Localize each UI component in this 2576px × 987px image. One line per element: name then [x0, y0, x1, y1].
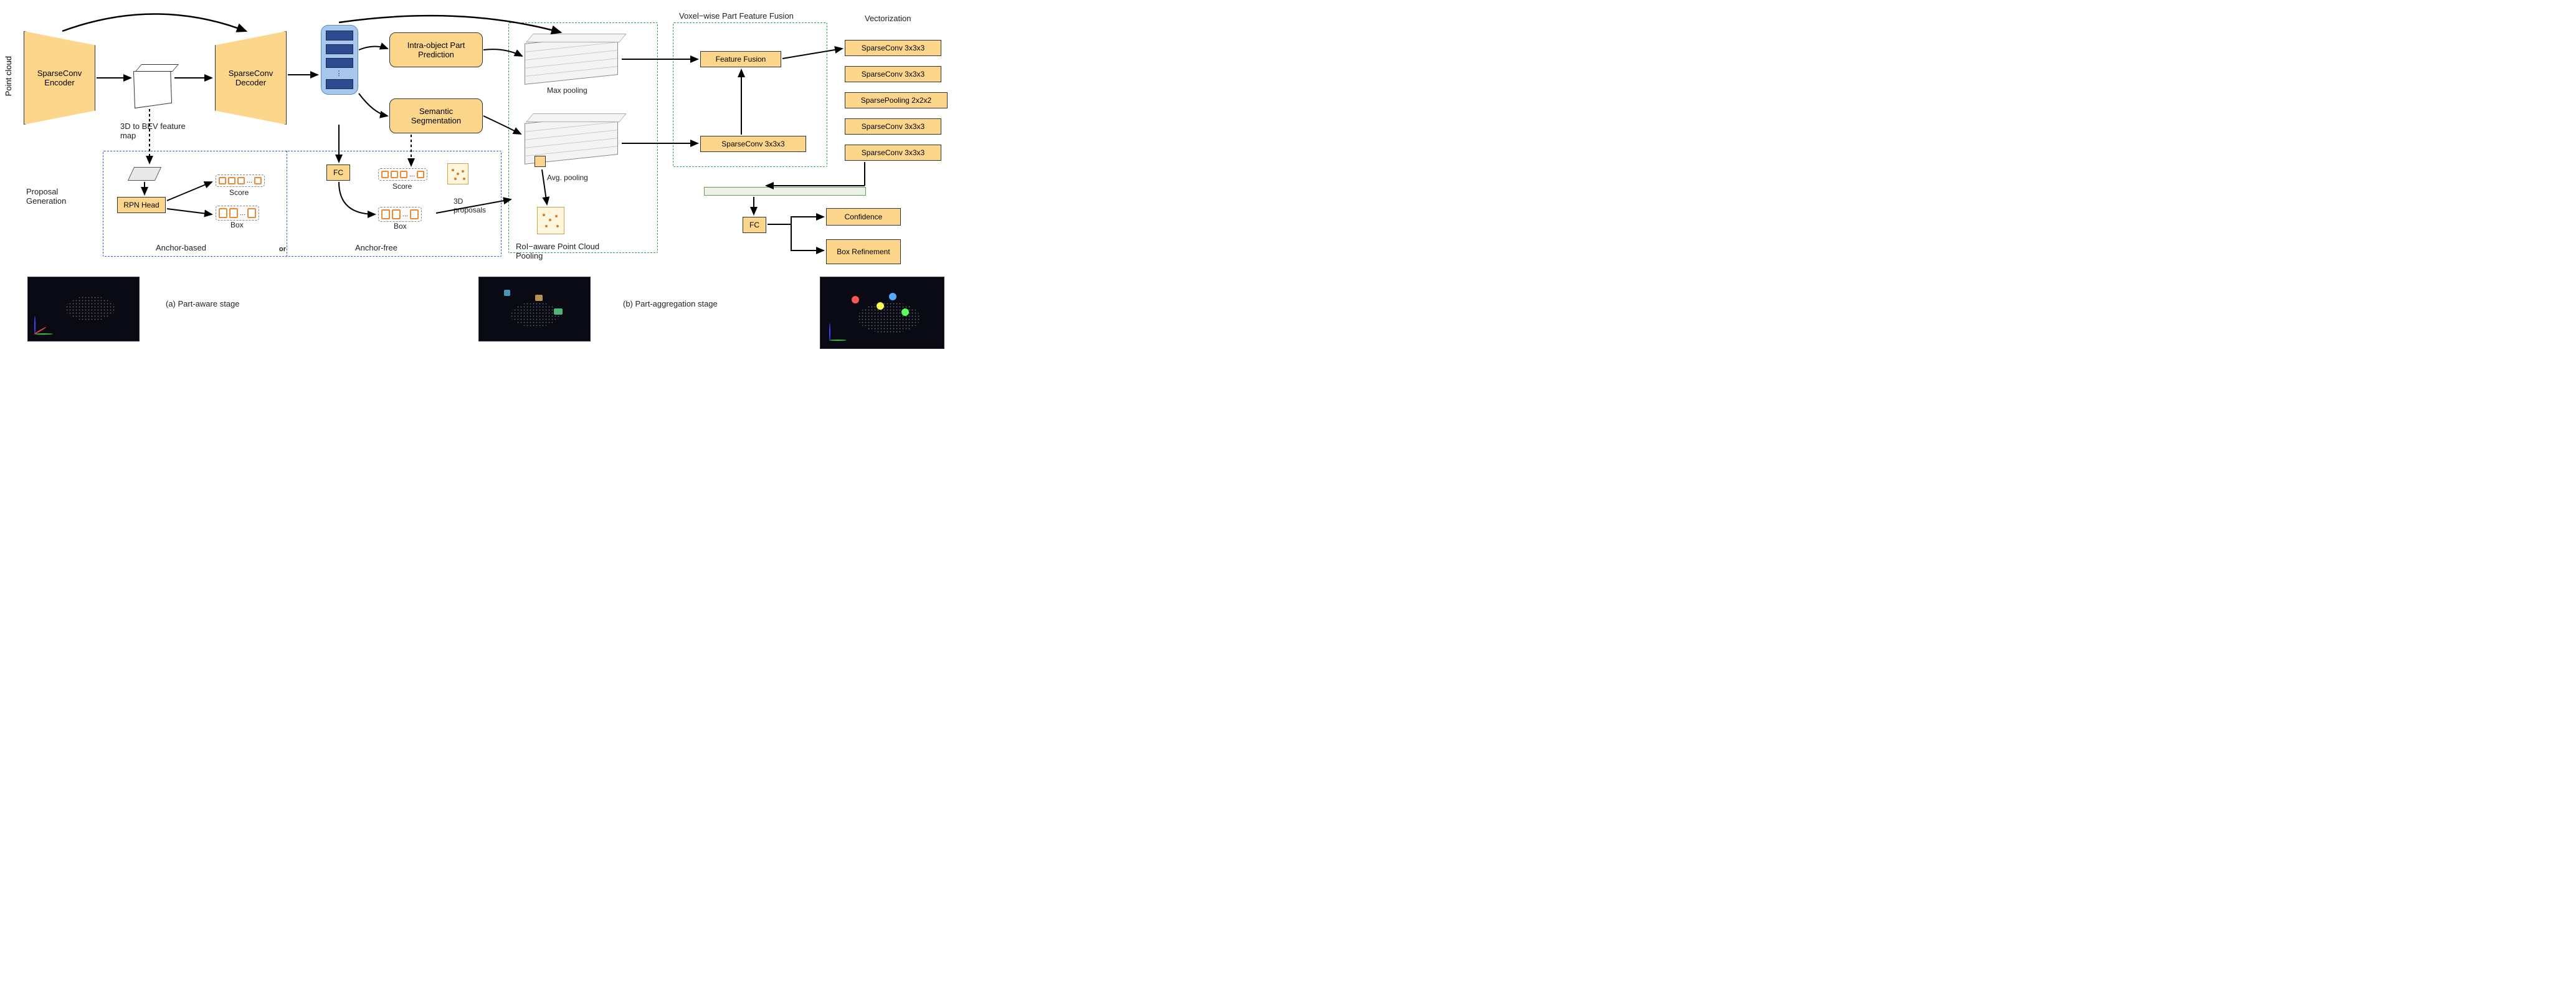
roi-cube-icon — [447, 163, 468, 184]
anchor-based-label: Anchor-based — [156, 243, 206, 252]
feature-fusion-block: Feature Fusion — [700, 51, 781, 67]
rpn-head-text: RPN Head — [123, 201, 159, 209]
box-label: Box — [231, 221, 244, 229]
sc4: SparseConv 3x3x3 — [845, 145, 941, 161]
pc-image-a — [27, 277, 140, 341]
bev-note: 3D to BEV feature map — [120, 122, 189, 140]
sparseconv-avg-text: SparseConv 3x3x3 — [721, 140, 784, 148]
sp: SparsePooling 2x2x2 — [845, 92, 948, 108]
avg-pool-label: Avg. pooling — [547, 173, 588, 182]
feature-stack: ⋮ — [321, 25, 358, 95]
part-prediction-text: Intra-object Part Prediction — [395, 41, 477, 59]
sc2: SparseConv 3x3x3 — [845, 66, 941, 82]
point-cloud-label: Point cloud — [4, 56, 13, 96]
rpn-head-block: RPN Head — [117, 197, 166, 213]
confidence-text: Confidence — [845, 212, 883, 221]
feature-bar — [326, 58, 353, 68]
sc4-text: SparseConv 3x3x3 — [862, 148, 924, 157]
score-tensor: … — [216, 174, 265, 187]
sp-text: SparsePooling 2x2x2 — [861, 96, 931, 105]
stage-a-label: (a) Part-aware stage — [166, 299, 240, 308]
score-label: Score — [229, 188, 249, 197]
score-tensor-af: … — [378, 168, 427, 181]
feature-fusion-text: Feature Fusion — [716, 55, 766, 64]
semantic-seg-block: Semantic Segmentation — [389, 98, 483, 133]
decoder-block: SparseConv Decoder — [215, 31, 287, 125]
box-tensor: … — [216, 206, 259, 221]
box-refine-text: Box Refinement — [837, 247, 890, 256]
bev-cube — [133, 66, 172, 108]
voxel-grid-max-top — [526, 34, 627, 42]
roi-pool-label: RoI−aware Point Cloud Pooling — [516, 242, 622, 260]
feature-dots: ⋮ — [336, 72, 344, 75]
feature-bar — [326, 44, 353, 54]
vectorization-label: Vectorization — [865, 14, 911, 23]
voxel-highlight — [535, 156, 546, 167]
fc-text: FC — [333, 168, 343, 177]
sparseconv-avg-block: SparseConv 3x3x3 — [700, 136, 806, 152]
or-label: or — [279, 246, 286, 253]
box-refine-block: Box Refinement — [826, 239, 901, 264]
box-tensor-af: … — [378, 207, 422, 222]
vector-bar — [704, 187, 866, 196]
bev-cube-top — [135, 64, 179, 72]
pc-image-b — [478, 277, 591, 341]
max-pool-label: Max pooling — [547, 86, 587, 95]
sc1-text: SparseConv 3x3x3 — [862, 44, 924, 52]
sc2-text: SparseConv 3x3x3 — [862, 70, 924, 79]
proposal-gen-label: Proposal Generation — [26, 187, 95, 206]
encoder-block: SparseConv Encoder — [24, 31, 95, 125]
anchor-free-label: Anchor-free — [355, 243, 397, 252]
proposals-label: 3D proposals — [454, 197, 497, 214]
box-label-af: Box — [394, 222, 407, 231]
encoder-text: SparseConv Encoder — [29, 69, 90, 87]
score-label-af: Score — [392, 182, 412, 191]
part-prediction-block: Intra-object Part Prediction — [389, 32, 483, 67]
semantic-seg-text: Semantic Segmentation — [395, 107, 477, 125]
decoder-text: SparseConv Decoder — [221, 69, 281, 87]
pc-image-c — [820, 277, 944, 349]
sc3: SparseConv 3x3x3 — [845, 118, 941, 135]
stage-b-label: (b) Part-aggregation stage — [623, 299, 718, 308]
feature-bar — [326, 31, 353, 41]
feature-bar — [326, 79, 353, 89]
fc2-block: FC — [743, 217, 766, 233]
sc3-text: SparseConv 3x3x3 — [862, 122, 924, 131]
confidence-block: Confidence — [826, 208, 901, 226]
roi-pooled-cube — [537, 207, 564, 234]
fc2-text: FC — [749, 221, 759, 229]
fc-block: FC — [326, 164, 350, 181]
voxel-grid-avg-top — [526, 113, 627, 122]
fusion-title: Voxel−wise Part Feature Fusion — [679, 11, 794, 21]
sc1: SparseConv 3x3x3 — [845, 40, 941, 56]
